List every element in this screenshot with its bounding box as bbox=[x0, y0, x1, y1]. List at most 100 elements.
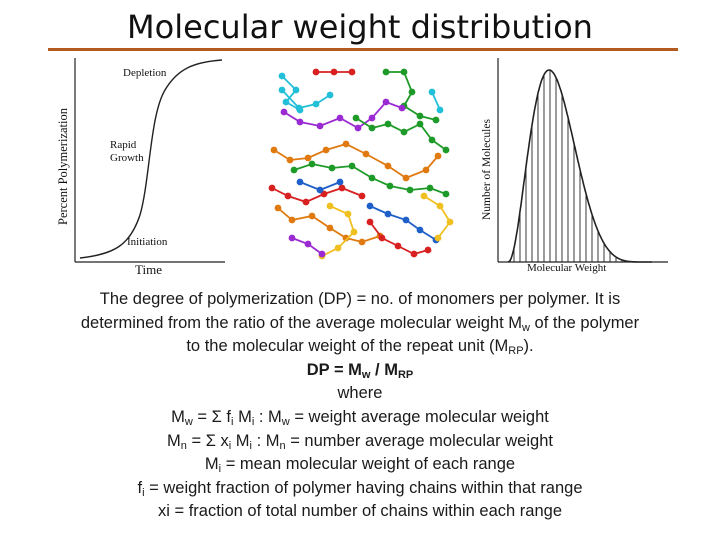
monomer-bead bbox=[344, 210, 352, 218]
monomer-bead bbox=[336, 114, 344, 122]
monomer-bead bbox=[416, 120, 424, 128]
monomer-bead bbox=[296, 178, 304, 186]
monomer-bead bbox=[416, 226, 424, 234]
monomer-bead bbox=[348, 162, 356, 170]
right-ylabel: Number of Molecules bbox=[481, 119, 493, 220]
mn-definition: Mn = Σ xi Mi : Mn = number average molec… bbox=[167, 431, 553, 452]
slide-title: Molecular weight distribution bbox=[127, 8, 593, 46]
distribution-plot: Number of Molecules Molecular Weight bbox=[481, 58, 668, 274]
caption-line-1: The degree of polymerization (DP) = no. … bbox=[99, 290, 621, 308]
mi-definition: Mi = mean molecular weight of each range bbox=[204, 455, 516, 476]
annotation-depletion: Depletion bbox=[123, 67, 167, 79]
monomer-bead bbox=[434, 152, 442, 160]
monomer-bead bbox=[402, 216, 410, 224]
distribution-curve bbox=[507, 69, 652, 263]
monomer-bead bbox=[288, 216, 296, 224]
monomer-bead bbox=[318, 250, 326, 258]
monomer-bead bbox=[424, 246, 432, 254]
monomer-bead bbox=[446, 218, 454, 226]
monomer-bead bbox=[384, 162, 392, 170]
monomer-bead bbox=[410, 250, 418, 258]
annotation-rapid: Rapid bbox=[110, 139, 137, 151]
monomer-bead bbox=[442, 190, 450, 198]
monomer-bead bbox=[326, 202, 334, 210]
monomer-bead bbox=[286, 156, 294, 164]
caption-block: The degree of polymerization (DP) = no. … bbox=[30, 288, 690, 524]
monomer-bead bbox=[384, 120, 392, 128]
monomer-bead bbox=[292, 86, 300, 94]
monomer-bead bbox=[368, 114, 376, 122]
monomer-bead bbox=[308, 212, 316, 220]
polymer-chain bbox=[355, 117, 447, 151]
monomer-bead bbox=[296, 118, 304, 126]
monomer-bead bbox=[316, 122, 324, 130]
monomer-bead bbox=[382, 98, 390, 106]
annotation-growth: Growth bbox=[110, 152, 144, 164]
sigmoid-plot: Percent Polymerization Time Depletion Ra… bbox=[56, 58, 225, 277]
monomer-bead bbox=[394, 242, 402, 250]
monomer-bead bbox=[402, 174, 410, 182]
monomer-bead bbox=[428, 136, 436, 144]
monomer-bead bbox=[348, 68, 356, 76]
monomer-bead bbox=[336, 178, 344, 186]
caption-line-2: determined from the ratio of the average… bbox=[80, 313, 640, 334]
monomer-bead bbox=[312, 100, 320, 108]
monomer-bead bbox=[358, 238, 366, 246]
monomer-bead bbox=[406, 186, 414, 194]
monomer-bead bbox=[368, 124, 376, 132]
mw-definition: Mw = Σ fi Mi : Mw = weight average molec… bbox=[171, 407, 549, 428]
annotation-initiation: Initiation bbox=[127, 236, 168, 248]
monomer-bead bbox=[288, 234, 296, 242]
monomer-bead bbox=[322, 146, 330, 154]
monomer-bead bbox=[382, 68, 390, 76]
monomer-bead bbox=[398, 104, 406, 112]
monomer-bead bbox=[408, 88, 416, 96]
caption-line-3: to the molecular weight of the repeat un… bbox=[186, 337, 534, 358]
right-xlabel: Molecular Weight bbox=[527, 262, 606, 274]
monomer-bead bbox=[326, 224, 334, 232]
monomer-bead bbox=[436, 106, 444, 114]
monomer-bead bbox=[290, 166, 298, 174]
left-ylabel: Percent Polymerization bbox=[56, 107, 70, 225]
monomer-bead bbox=[420, 192, 428, 200]
monomer-bead bbox=[434, 234, 442, 242]
monomer-bead bbox=[328, 164, 336, 172]
monomer-bead bbox=[366, 218, 374, 226]
monomer-bead bbox=[278, 72, 286, 80]
monomer-bead bbox=[386, 182, 394, 190]
monomer-bead bbox=[342, 140, 350, 148]
monomer-bead bbox=[432, 116, 440, 124]
monomer-bead bbox=[362, 150, 370, 158]
monomer-bead bbox=[400, 68, 408, 76]
monomer-bead bbox=[295, 104, 303, 112]
monomer-bead bbox=[350, 228, 358, 236]
monomer-bead bbox=[354, 124, 362, 132]
xi-definition: xi = fraction of total number of chains … bbox=[157, 502, 563, 521]
monomer-bead bbox=[342, 234, 350, 242]
monomer-bead bbox=[326, 91, 334, 99]
left-xlabel: Time bbox=[135, 262, 162, 277]
monomer-bead bbox=[352, 114, 360, 122]
polymer-chains-illustration bbox=[268, 68, 454, 260]
monomer-bead bbox=[304, 240, 312, 248]
monomer-bead bbox=[358, 192, 366, 200]
sigmoid-curve bbox=[79, 59, 223, 259]
monomer-bead bbox=[384, 210, 392, 218]
monomer-bead bbox=[308, 160, 316, 168]
monomer-bead bbox=[280, 108, 288, 116]
monomer-bead bbox=[426, 184, 434, 192]
monomer-bead bbox=[312, 68, 320, 76]
monomer-bead bbox=[416, 112, 424, 120]
monomer-bead bbox=[428, 88, 436, 96]
monomer-bead bbox=[316, 186, 324, 194]
polymer-chain bbox=[281, 75, 301, 111]
monomer-bead bbox=[366, 202, 374, 210]
polymer-chain bbox=[273, 143, 439, 180]
fi-definition: fi = weight fraction of polymer having c… bbox=[137, 478, 583, 499]
monomer-bead bbox=[284, 192, 292, 200]
polymer-chain bbox=[386, 71, 437, 121]
caption-where: where bbox=[337, 384, 383, 403]
monomer-bead bbox=[442, 146, 450, 154]
histogram-bars bbox=[513, 70, 647, 262]
polymer-chain bbox=[281, 89, 331, 109]
